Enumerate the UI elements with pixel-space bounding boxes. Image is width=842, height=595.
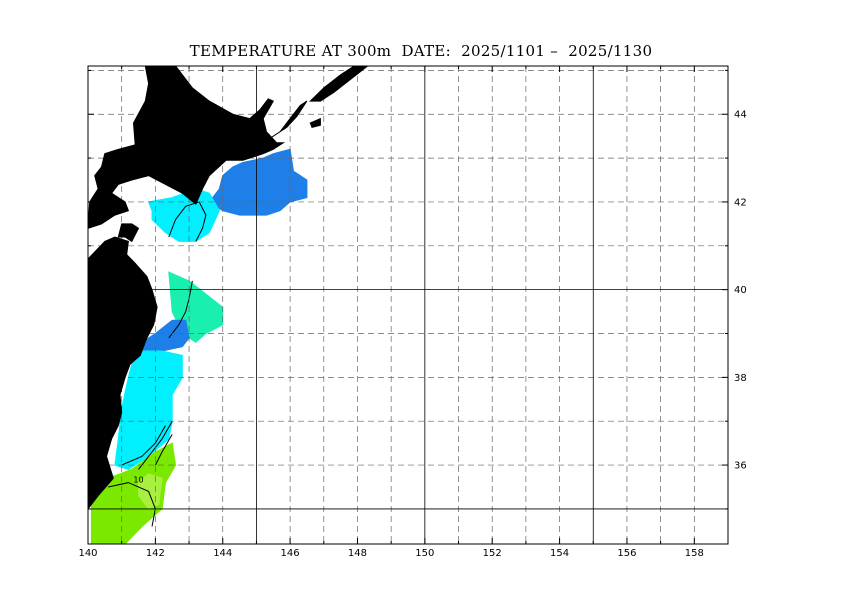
- x-tick-label: 142: [146, 548, 165, 559]
- map-title: TEMPERATURE AT 300m DATE: 2025/1101 – 20…: [189, 42, 653, 60]
- x-tick-label: 148: [348, 548, 367, 559]
- plot-frame: [87, 65, 729, 545]
- land-honshu: [88, 236, 158, 544]
- land-hokkaido: [88, 66, 286, 229]
- contour-line-1: [168, 280, 193, 339]
- x-tick-label: 144: [213, 548, 232, 559]
- region-south-hokkaido-cyan: [147, 188, 220, 242]
- contour-line-4: [154, 434, 173, 466]
- x-tick-label: 158: [685, 548, 704, 559]
- x-tick-label: 156: [617, 548, 636, 559]
- x-tick-label: 150: [415, 548, 434, 559]
- land-iturup: [309, 66, 369, 102]
- y-tick-label: 36: [734, 461, 747, 472]
- contour-line-2: [121, 425, 166, 466]
- land-kunashiri: [266, 100, 308, 142]
- land-shimokita: [117, 223, 140, 243]
- x-tick-label: 154: [550, 548, 569, 559]
- contour-label-0: 10: [133, 476, 143, 485]
- y-tick-label: 40: [734, 285, 747, 296]
- contour-line-5: [108, 482, 156, 527]
- land-masses: [88, 66, 369, 544]
- y-tick-label: 44: [734, 110, 747, 121]
- y-tick-label: 42: [734, 197, 747, 208]
- contour-line-3: [138, 420, 173, 470]
- y-tick-label: 38: [734, 373, 747, 384]
- x-tick-label: 146: [281, 548, 300, 559]
- lat-lon-grid: [88, 66, 728, 544]
- region-east-hokkaido-cold: [208, 148, 308, 216]
- land-shikotan: [309, 117, 321, 128]
- x-axis-labels: 140 142 144 146 148 150 152 154 156 158: [78, 548, 703, 559]
- x-tick-label: 140: [78, 548, 97, 559]
- y-axis-labels: 36 38 40 42 44: [734, 110, 747, 472]
- x-tick-label: 152: [483, 548, 502, 559]
- axis-ticks: [87, 66, 729, 544]
- contour-labels: 10: [133, 476, 143, 485]
- region-ibaraki-green: [90, 442, 177, 544]
